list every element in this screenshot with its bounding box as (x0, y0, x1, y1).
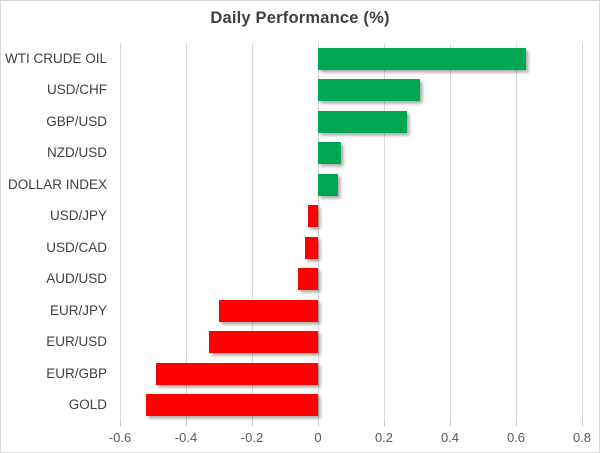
tickmark--0.2 (252, 421, 253, 426)
category-label-nzd-usd: NZD/USD (47, 145, 107, 161)
x-tick-label: 0.4 (440, 430, 460, 445)
gridline--0.4 (186, 43, 187, 421)
bar-wti-crude-oil (318, 47, 526, 70)
category-label-aud-usd: AUD/USD (46, 271, 107, 287)
bar-dollar-index (318, 173, 338, 196)
bar-eur-jpy (219, 299, 318, 322)
gridline-0.4 (450, 43, 451, 421)
gridline-0.8 (582, 43, 583, 421)
x-tick-label: -0.4 (174, 430, 198, 445)
x-tick-label: 0.8 (572, 430, 592, 445)
bar-gbp-usd (318, 110, 408, 133)
x-tick-label: 0.6 (506, 430, 526, 445)
x-tick-label: 0 (314, 430, 322, 445)
gridline-0.6 (516, 43, 517, 421)
tickmark-0.6 (516, 421, 517, 426)
category-label-dollar-index: DOLLAR INDEX (7, 176, 107, 192)
category-label-eur-jpy: EUR/JPY (49, 302, 107, 318)
bar-usd-jpy (308, 205, 318, 228)
bar-eur-gbp (156, 362, 318, 385)
gridline-0 (318, 43, 319, 421)
category-label-eur-gbp: EUR/GBP (46, 365, 107, 381)
category-label-gold: GOLD (68, 397, 107, 413)
category-label-eur-usd: EUR/USD (46, 334, 107, 350)
gridline--0.2 (252, 43, 253, 421)
x-tick-label: -0.6 (108, 430, 132, 445)
tickmark-0 (318, 421, 319, 426)
bar-eur-usd (209, 331, 318, 354)
x-tick-label: 0.2 (374, 430, 394, 445)
category-label-usd-jpy: USD/JPY (49, 208, 107, 224)
x-tick-label: -0.2 (240, 430, 264, 445)
bar-nzd-usd (318, 142, 342, 165)
category-label-gbp-usd: GBP/USD (46, 113, 107, 129)
bar-usd-chf (318, 79, 421, 102)
bar-usd-cad (304, 236, 318, 259)
chart-title: Daily Performance (%) (210, 9, 390, 27)
category-label-usd-cad: USD/CAD (46, 239, 107, 255)
tickmark-0.4 (450, 421, 451, 426)
tickmark--0.6 (120, 421, 121, 426)
category-label-usd-chf: USD/CHF (47, 82, 107, 98)
tickmark--0.4 (186, 421, 187, 426)
bar-aud-usd (298, 268, 318, 291)
tickmark-0.8 (582, 421, 583, 426)
bar-gold (146, 394, 318, 417)
category-label-wti-crude-oil: WTI CRUDE OIL (4, 50, 107, 66)
gridline-0.2 (384, 43, 385, 421)
gridline--0.6 (120, 43, 121, 421)
tickmark-0.2 (384, 421, 385, 426)
